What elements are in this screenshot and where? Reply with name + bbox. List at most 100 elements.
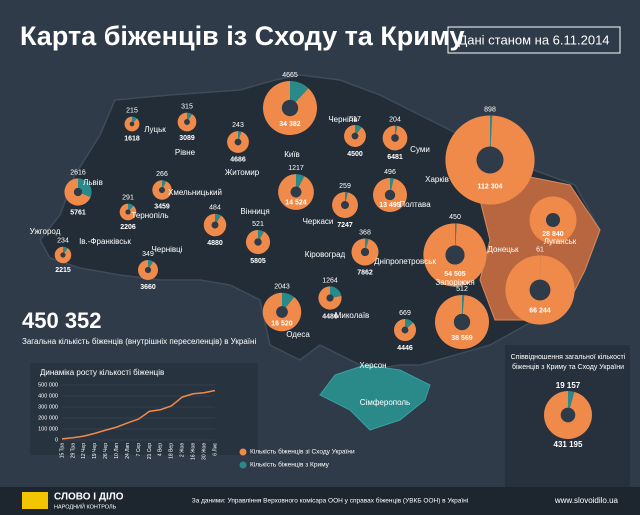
x-tick-label: 10 Лип	[114, 443, 120, 459]
city-label: Полтава	[399, 200, 431, 209]
crimea-label: 291	[122, 195, 134, 202]
east-label: 54 505	[444, 271, 466, 278]
east-label: 2206	[120, 224, 136, 231]
donut-hole	[276, 306, 288, 318]
crimea-label: 204	[389, 117, 401, 124]
ratio-title: Співвідношення загальної кількості	[511, 353, 626, 361]
crimea-label: 484	[209, 205, 221, 212]
donut-hole	[290, 186, 302, 198]
donut-east	[332, 192, 358, 218]
donut-crimea	[290, 81, 309, 103]
donut-crimea	[162, 180, 167, 188]
crimea-label: 1217	[288, 165, 304, 172]
city-label: Житомир	[225, 168, 260, 177]
donut-crimea	[355, 125, 362, 134]
donut-east	[64, 178, 91, 206]
y-tick-label: 200 000	[38, 415, 58, 421]
city-label: Кіровоград	[305, 250, 346, 259]
date: Дані станом на 6.11.2014	[458, 32, 609, 47]
line-series	[61, 389, 216, 440]
x-tick-label: 4 Вер	[158, 443, 164, 456]
donut-hole	[73, 187, 83, 197]
donut-hole	[391, 134, 399, 142]
donut-east	[505, 255, 575, 325]
donut-crimea	[282, 292, 295, 308]
crimea-label: 521	[252, 221, 264, 228]
total-caption: Загальна кількість біженців (внутрішніх …	[22, 337, 256, 346]
donut-east	[445, 115, 535, 205]
ratio-crimea-label: 19 157	[556, 381, 581, 390]
donut-east	[262, 292, 302, 332]
city-label: Львів	[83, 178, 103, 187]
city-label: Ів.-Франківськ	[79, 237, 131, 246]
donut-east	[434, 294, 490, 350]
x-tick-label: 21 Сер	[147, 443, 153, 459]
crimea-label: 898	[484, 106, 496, 113]
donut-east	[344, 125, 366, 147]
footer	[0, 487, 640, 515]
donut-hole	[144, 266, 152, 274]
city-label: Миколаїв	[335, 311, 370, 320]
city-label: Луганськ	[544, 237, 577, 246]
ratio-east-label: 431 195	[554, 440, 583, 449]
donut-crimea	[330, 286, 342, 298]
city-label: Хмельницький	[168, 188, 222, 197]
legend-label: Кількість біженців з Криму	[250, 461, 330, 469]
legend-swatch	[239, 448, 247, 456]
donut-crimea	[63, 246, 68, 253]
x-tick-label: 15 Тра	[59, 443, 65, 459]
crimea-label: 4665	[282, 72, 298, 79]
y-tick-label: 400 000	[38, 393, 58, 399]
x-tick-label: 16 Жов	[190, 443, 196, 460]
x-tick-label: 2 Жов	[180, 443, 186, 458]
x-tick-label: 30 Жов	[201, 443, 207, 460]
donut-east	[245, 229, 271, 255]
donut-hole	[129, 121, 135, 127]
donut-east	[318, 286, 342, 310]
donut-crimea	[215, 213, 222, 223]
x-tick-label: 26 Чер	[103, 443, 109, 459]
donut-east	[119, 203, 137, 221]
east-label: 4446	[397, 345, 413, 352]
crimea-label: 315	[181, 103, 193, 110]
x-tick-label: 29 Тра	[70, 443, 76, 459]
x-tick-label: 24 Лип	[125, 443, 131, 459]
crimea-label: 215	[126, 107, 138, 114]
donut-crimea	[78, 178, 92, 198]
donut-east	[544, 391, 592, 440]
east-label: 34 382	[279, 121, 301, 128]
donut-crimea	[462, 294, 465, 314]
east-label: 5761	[70, 209, 86, 216]
crimea-label: 234	[57, 238, 69, 245]
east-label: 13 495	[379, 202, 401, 209]
donut-hole	[211, 221, 219, 229]
city-label: Ужгород	[30, 227, 61, 236]
crimea-label: 368	[359, 229, 371, 236]
city-label: Чернігів	[328, 115, 357, 124]
x-tick-label: 19 Чер	[92, 443, 98, 459]
donut-crimea	[238, 131, 242, 139]
east-label: 7247	[337, 222, 353, 229]
city-label: Чернівці	[151, 245, 182, 254]
x-tick-label: 7 Сер	[136, 443, 142, 457]
donut-crimea	[365, 238, 369, 249]
donut-hole	[184, 119, 190, 125]
donut-crimea	[296, 174, 305, 188]
east-label: 7862	[357, 269, 373, 276]
city-label: Вінниця	[240, 207, 269, 216]
city-label: Тернопіль	[131, 211, 168, 220]
donut-hole	[281, 99, 299, 117]
logo: СЛОВО І ДІЛО	[54, 492, 124, 503]
crimea-label: 243	[232, 122, 244, 129]
donut-east	[227, 131, 249, 153]
east-label: 2215	[55, 267, 71, 274]
city-label: Суми	[410, 145, 430, 154]
east-label: 4686	[230, 157, 246, 164]
donut-east	[351, 238, 379, 266]
donut-crimea	[395, 125, 398, 135]
donut-hole	[234, 138, 242, 146]
city-label: Черкаси	[303, 217, 334, 226]
date-box	[447, 26, 621, 54]
east-label: 4880	[207, 240, 223, 247]
crimea-label: 512	[456, 286, 468, 293]
